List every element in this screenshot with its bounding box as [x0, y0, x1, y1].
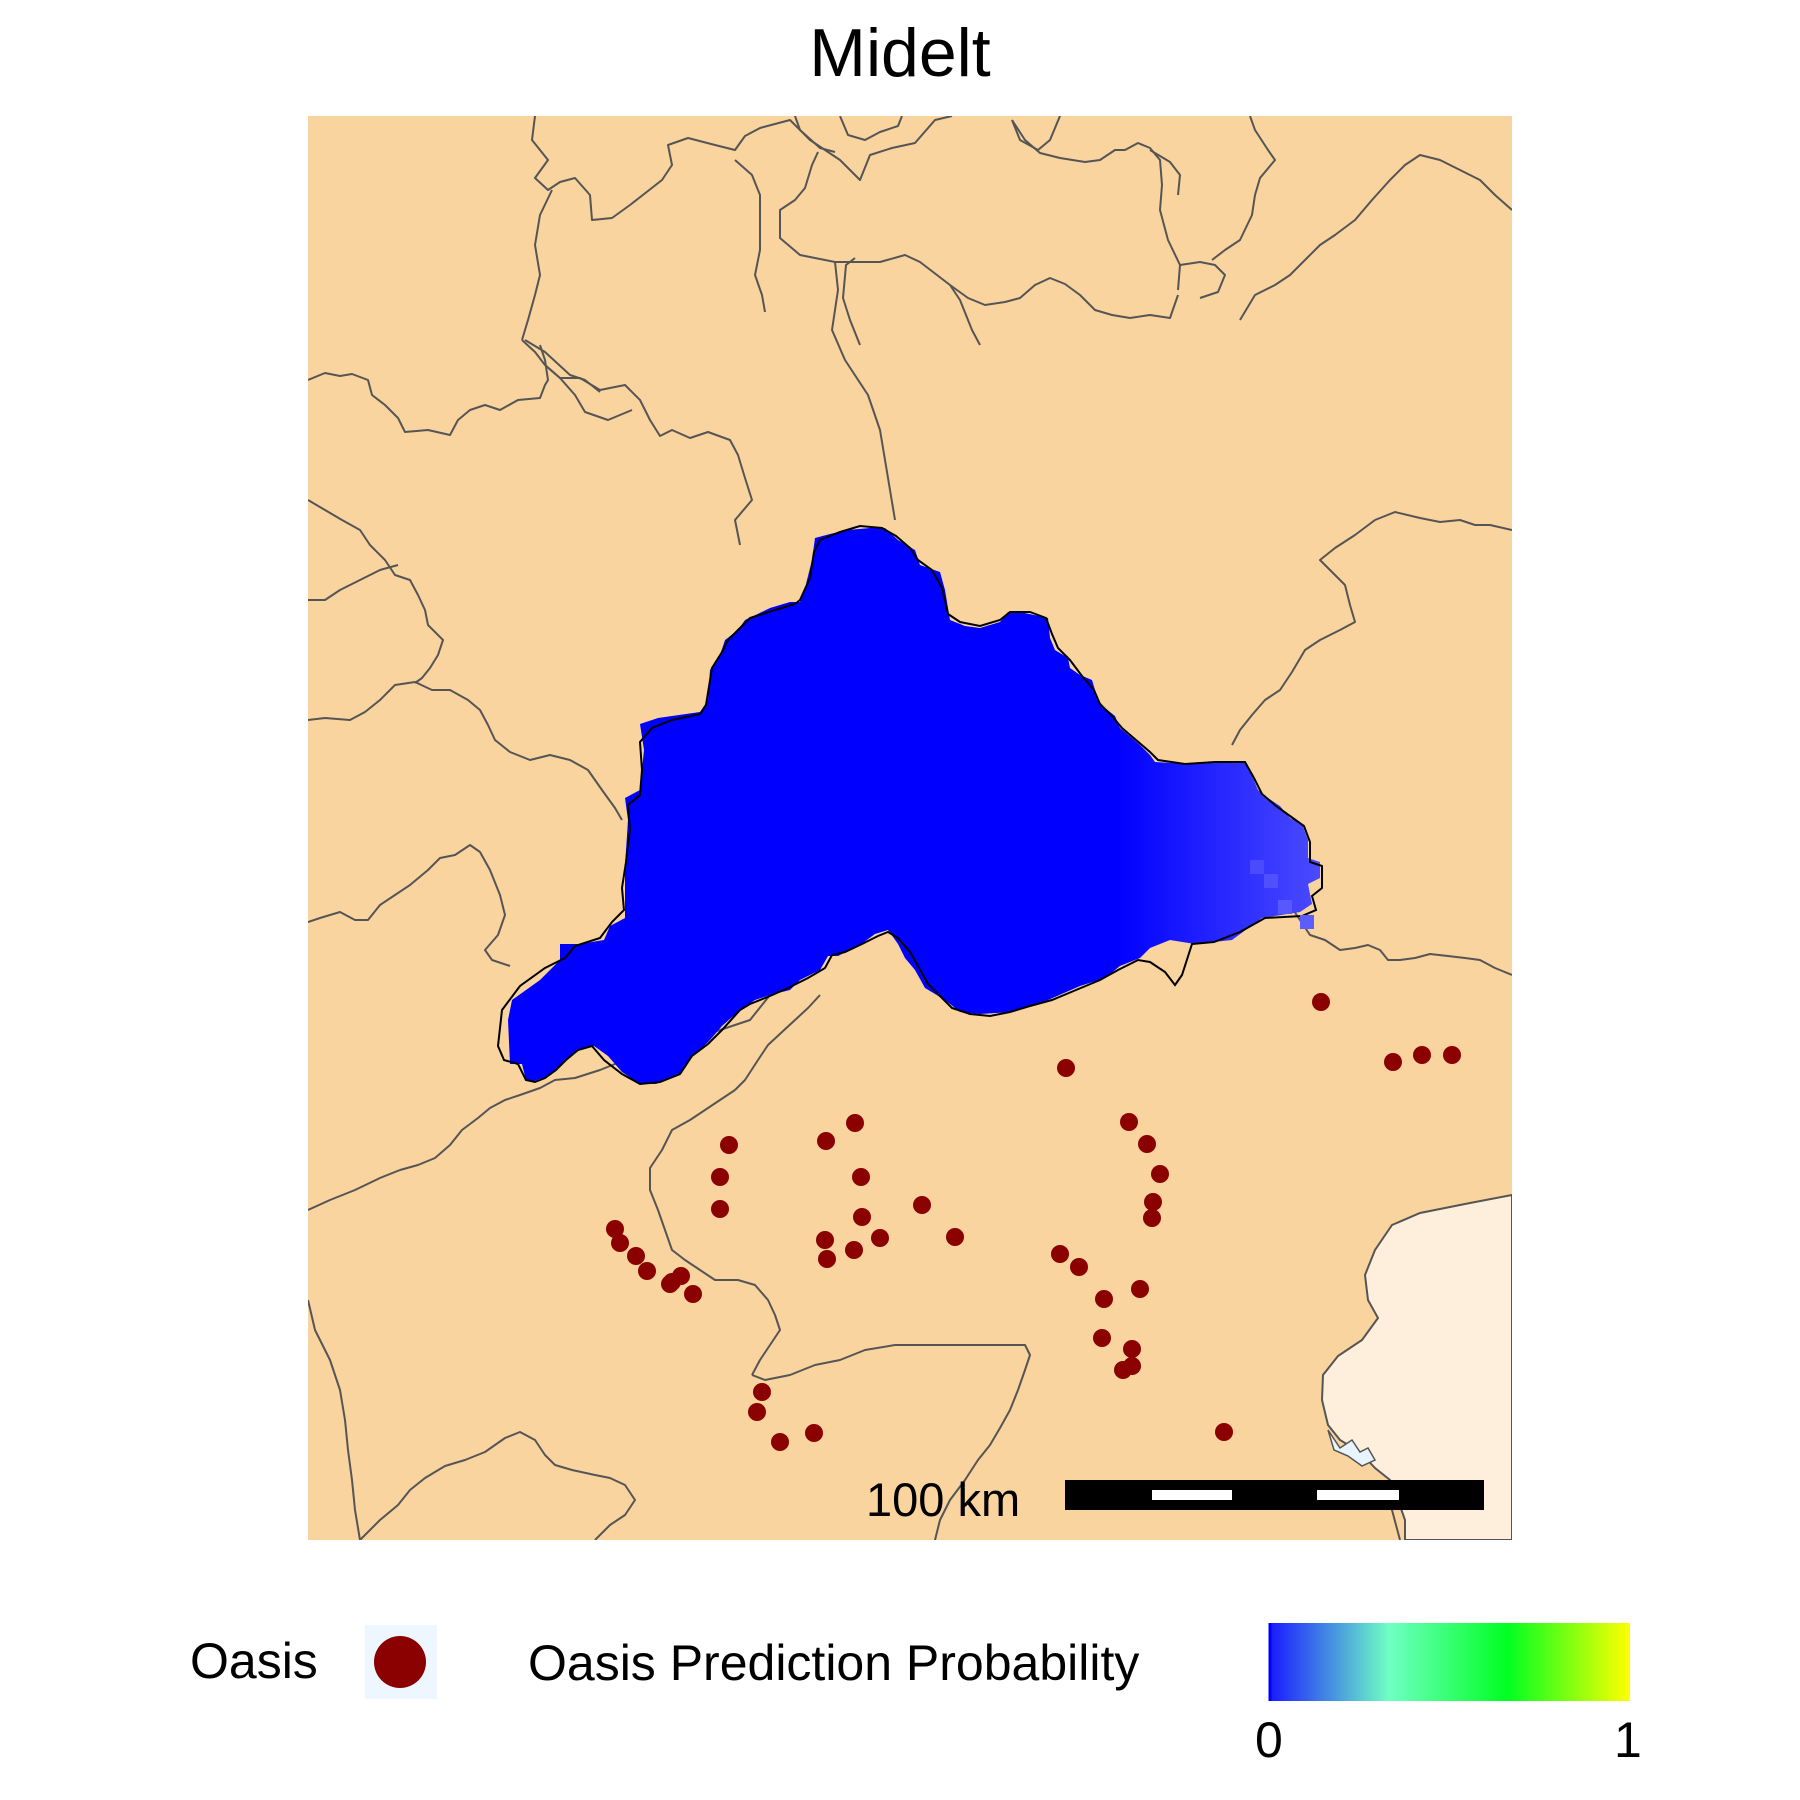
- province-outline: [496, 524, 1323, 1086]
- oasis-point: [871, 1229, 889, 1247]
- oasis-legend-symbol: [374, 1636, 426, 1688]
- oasis-point: [817, 1132, 835, 1150]
- oasis-point: [684, 1285, 702, 1303]
- scale-bar-segment: [1232, 1480, 1317, 1510]
- oasis-point: [818, 1250, 836, 1268]
- oasis-point: [771, 1433, 789, 1451]
- oasis-point: [748, 1403, 766, 1421]
- scale-bar-segment: [1152, 1490, 1232, 1500]
- oasis-point: [913, 1196, 931, 1214]
- scale-bar-segment: [1317, 1500, 1399, 1510]
- oasis-point: [711, 1168, 729, 1186]
- map-title: Midelt: [809, 15, 991, 91]
- prediction-pixel: [1300, 915, 1314, 929]
- oasis-point: [1120, 1113, 1138, 1131]
- scale-bar-segment: [1399, 1480, 1484, 1510]
- admin-boundaries: [308, 116, 1512, 1540]
- scale-bar-segment: [1152, 1500, 1232, 1510]
- oasis-point: [1151, 1165, 1169, 1183]
- oasis-legend-label: Oasis: [190, 1633, 318, 1689]
- prediction-pixel: [1264, 874, 1278, 888]
- scale-bar: [1065, 1480, 1484, 1510]
- oasis-point: [946, 1228, 964, 1246]
- oasis-point: [852, 1168, 870, 1186]
- oasis-point: [1443, 1046, 1461, 1064]
- oasis-point: [853, 1208, 871, 1226]
- oasis-points: [606, 993, 1461, 1451]
- oasis-point: [1215, 1423, 1233, 1441]
- oasis-point: [638, 1262, 656, 1280]
- scale-bar-segment: [1317, 1490, 1399, 1500]
- sea-pixels: [1327, 1429, 1377, 1467]
- oasis-point: [1143, 1209, 1161, 1227]
- oasis-point: [1144, 1193, 1162, 1211]
- oasis-point: [1312, 993, 1330, 1011]
- oasis-point: [1384, 1053, 1402, 1071]
- prediction-pixel: [1278, 900, 1292, 914]
- prediction-pixel: [1250, 860, 1264, 874]
- oasis-point: [1095, 1290, 1113, 1308]
- scale-bar-label: 100 km: [866, 1473, 1021, 1526]
- oasis-point: [611, 1234, 629, 1252]
- oasis-point: [816, 1231, 834, 1249]
- oasis-point: [1413, 1046, 1431, 1064]
- scale-bar-segment: [1152, 1480, 1232, 1490]
- oasis-point: [720, 1136, 738, 1154]
- oasis-point: [606, 1220, 624, 1238]
- oasis-point: [1131, 1280, 1149, 1298]
- oasis-point: [661, 1275, 679, 1293]
- colorbar-min-label: 0: [1255, 1712, 1283, 1768]
- oasis-point: [1123, 1340, 1141, 1358]
- oasis-point: [753, 1383, 771, 1401]
- oasis-point: [1051, 1245, 1069, 1263]
- scale-bar-segment: [1317, 1480, 1399, 1490]
- scale-bar-segment: [1065, 1480, 1152, 1510]
- oasis-point: [627, 1247, 645, 1265]
- oasis-point: [1070, 1258, 1088, 1276]
- probability-legend-label: Oasis Prediction Probability: [528, 1635, 1140, 1691]
- oasis-point: [805, 1424, 823, 1442]
- colorbar-max-label: 1: [1614, 1712, 1642, 1768]
- oasis-point: [1138, 1135, 1156, 1153]
- probability-colorbar: [1270, 1623, 1630, 1701]
- prediction-raster: [508, 528, 1320, 1084]
- oasis-point: [1123, 1357, 1141, 1375]
- oasis-point: [846, 1114, 864, 1132]
- oasis-point: [711, 1200, 729, 1218]
- oasis-point: [845, 1241, 863, 1259]
- oasis-point: [1057, 1059, 1075, 1077]
- oasis-point: [1093, 1329, 1111, 1347]
